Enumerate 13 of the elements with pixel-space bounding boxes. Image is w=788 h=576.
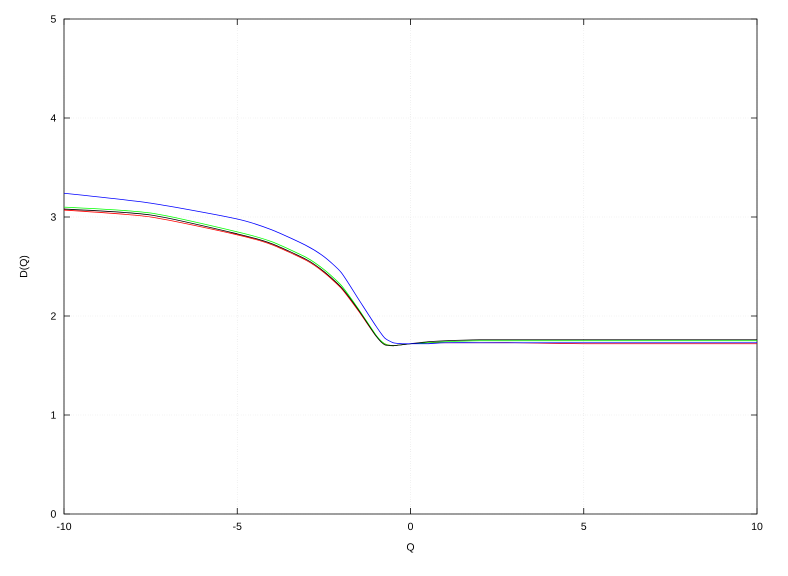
- y-tick-label: 5: [50, 15, 56, 23]
- y-tick-label: 2: [51, 312, 56, 320]
- y-axis-title: D(Q): [20, 256, 30, 277]
- y-tick-label: 0: [50, 510, 56, 518]
- x-tick-label: 5: [581, 522, 586, 530]
- x-tick-label: 10: [752, 522, 762, 530]
- x-tick-label: -5: [233, 522, 242, 530]
- x-tick-label: 0: [408, 522, 413, 530]
- y-tick-label: 4: [50, 114, 56, 122]
- y-tick-label: 3: [50, 213, 56, 221]
- x-tick-label: -10: [56, 522, 72, 530]
- x-axis-title: Q: [406, 543, 414, 553]
- y-tick-label: 1: [51, 411, 56, 419]
